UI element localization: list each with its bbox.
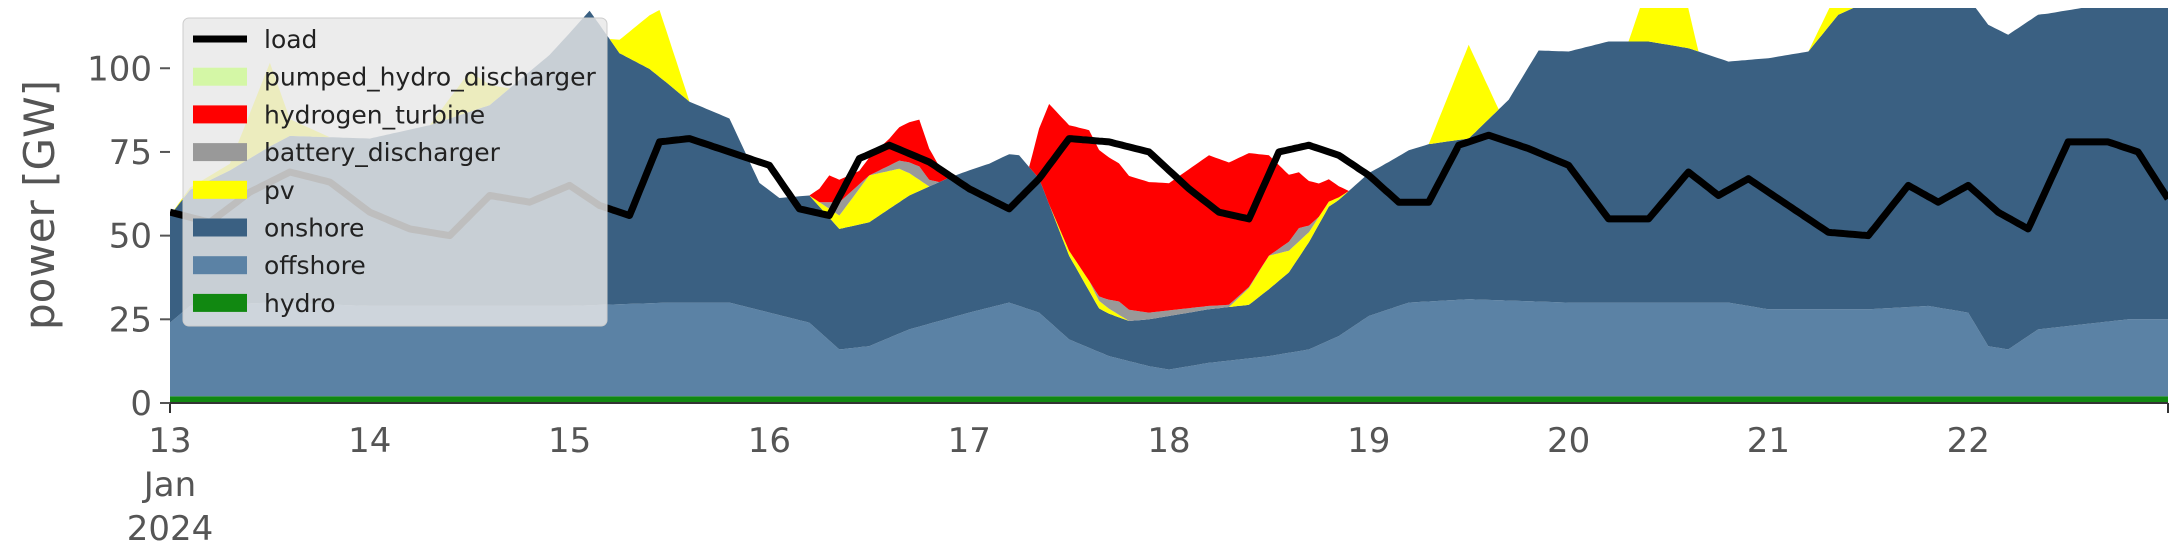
- x-tick-label: 20: [1547, 421, 1590, 461]
- legend-box: [182, 17, 608, 327]
- y-tick-label: 0: [130, 384, 152, 424]
- legend-label-pumped-hydro-discharger: pumped_hydro_discharger: [264, 63, 597, 92]
- x-tick-label: 15: [548, 421, 591, 461]
- legend-swatch-pumped-hydro-discharger: [193, 67, 247, 86]
- area-hydro: [170, 396, 2168, 403]
- x-tick-label: 16: [748, 421, 791, 461]
- area-offshore: [170, 299, 2168, 397]
- legend-swatch-offshore: [193, 256, 247, 275]
- y-tick-label: 50: [109, 217, 152, 257]
- x-tick-label: 13: [148, 421, 191, 461]
- x-tick-label: 18: [1147, 421, 1190, 461]
- plot-area: [170, 8, 2168, 403]
- legend-label-hydro: hydro: [264, 289, 336, 318]
- legend-label-onshore: onshore: [264, 214, 364, 243]
- legend-swatch-pv: [193, 180, 247, 199]
- legend-swatch-hydrogen-turbine: [193, 105, 247, 124]
- legend-label-load: load: [264, 25, 317, 54]
- area-onshore: [170, 8, 2168, 370]
- x-tick-label: 17: [948, 421, 991, 461]
- x-tick-label: 14: [348, 421, 391, 461]
- legend-label-hydrogen-turbine: hydrogen_turbine: [264, 100, 485, 129]
- area-hydrogen-turbine: [170, 8, 2082, 313]
- legend: load pumped_hydro_discharger hydrogen_turb…: [182, 17, 608, 327]
- y-tick-label: 75: [109, 133, 152, 173]
- x-tick-month: Jan: [142, 465, 196, 505]
- y-tick-label: 100: [87, 49, 152, 89]
- legend-label-offshore: offshore: [264, 251, 366, 280]
- x-tick-label: 21: [1747, 421, 1790, 461]
- y-axis-label: power [GW]: [15, 80, 64, 330]
- x-tick-year: 2024: [127, 509, 214, 549]
- legend-label-pv: pv: [264, 176, 295, 205]
- x-tick-label: 19: [1347, 421, 1390, 461]
- y-tick-label: 25: [109, 300, 152, 340]
- x-tick-label: 22: [1947, 421, 1990, 461]
- legend-swatch-onshore: [193, 218, 247, 237]
- legend-label-battery-discharger: battery_discharger: [264, 138, 501, 167]
- legend-swatch-battery-discharger: [193, 143, 247, 162]
- legend-swatch-hydro: [193, 293, 247, 312]
